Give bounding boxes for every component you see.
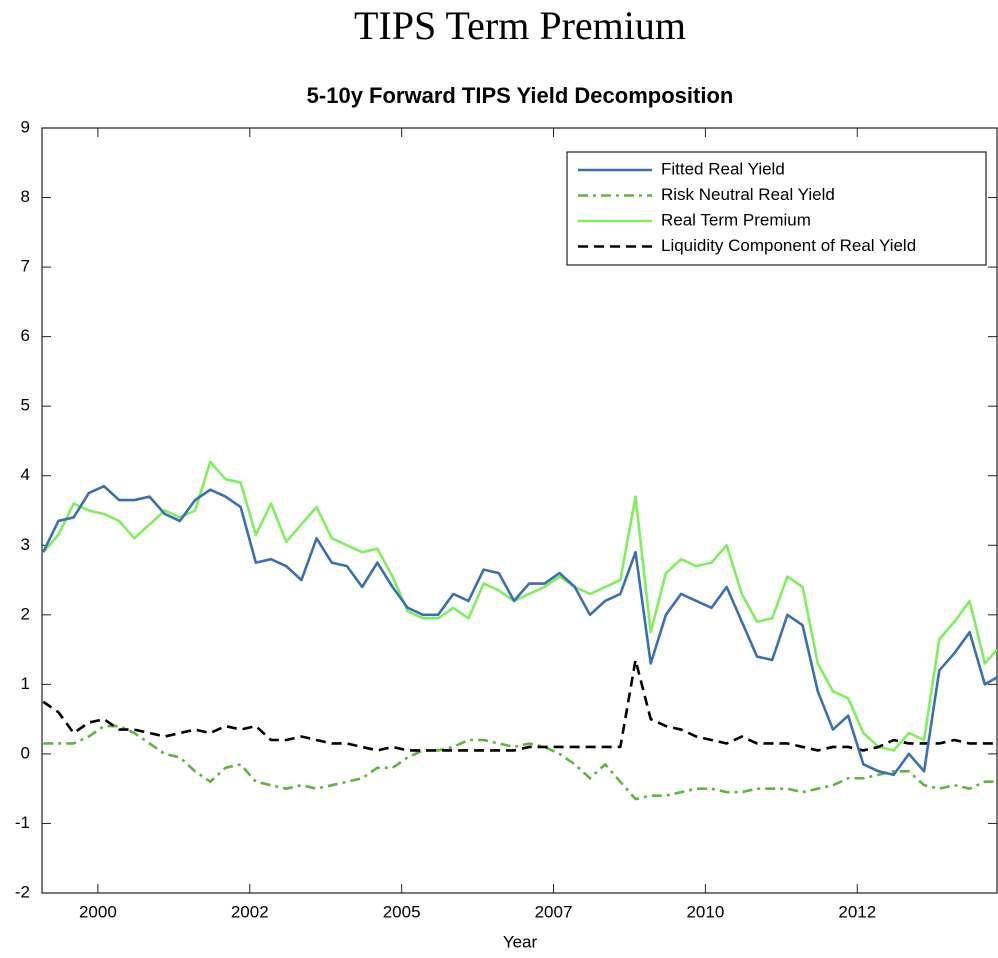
x-tick-label: 2010 [686,902,724,921]
y-tick-label: 0 [21,743,30,762]
x-tick-label: 2000 [79,902,117,921]
y-tick-label: 9 [21,117,30,136]
legend-label: Real Term Premium [661,210,811,229]
y-tick-label: 1 [21,674,30,693]
y-tick-label: 6 [21,326,30,345]
series-line [42,658,997,752]
x-axis-label: Year [503,932,538,951]
legend-label: Fitted Real Yield [661,159,785,178]
y-tick-label: -2 [15,882,30,901]
plot-area [42,460,997,801]
legend-label: Risk Neutral Real Yield [661,185,835,204]
series-line [42,484,997,777]
y-tick-label: -1 [15,813,30,832]
x-tick-label: 2005 [383,902,421,921]
series-line [42,460,997,752]
chart-title: TIPS Term Premium [354,3,686,48]
axes-box [41,127,998,894]
y-tick-label: 8 [21,187,30,206]
y-tick-label: 3 [21,535,30,554]
x-tick-label: 2002 [231,902,269,921]
y-tick-label: 7 [21,257,30,276]
legend-label: Liquidity Component of Real Yield [661,236,916,255]
y-tick-label: 2 [21,604,30,623]
x-tick-label: 2012 [838,902,876,921]
chart-subtitle: 5-10y Forward TIPS Yield Decomposition [307,83,734,108]
y-tick-label: 4 [21,465,30,484]
series-line [43,724,997,801]
x-tick-label: 2007 [535,902,573,921]
y-tick-label: 5 [21,396,30,415]
